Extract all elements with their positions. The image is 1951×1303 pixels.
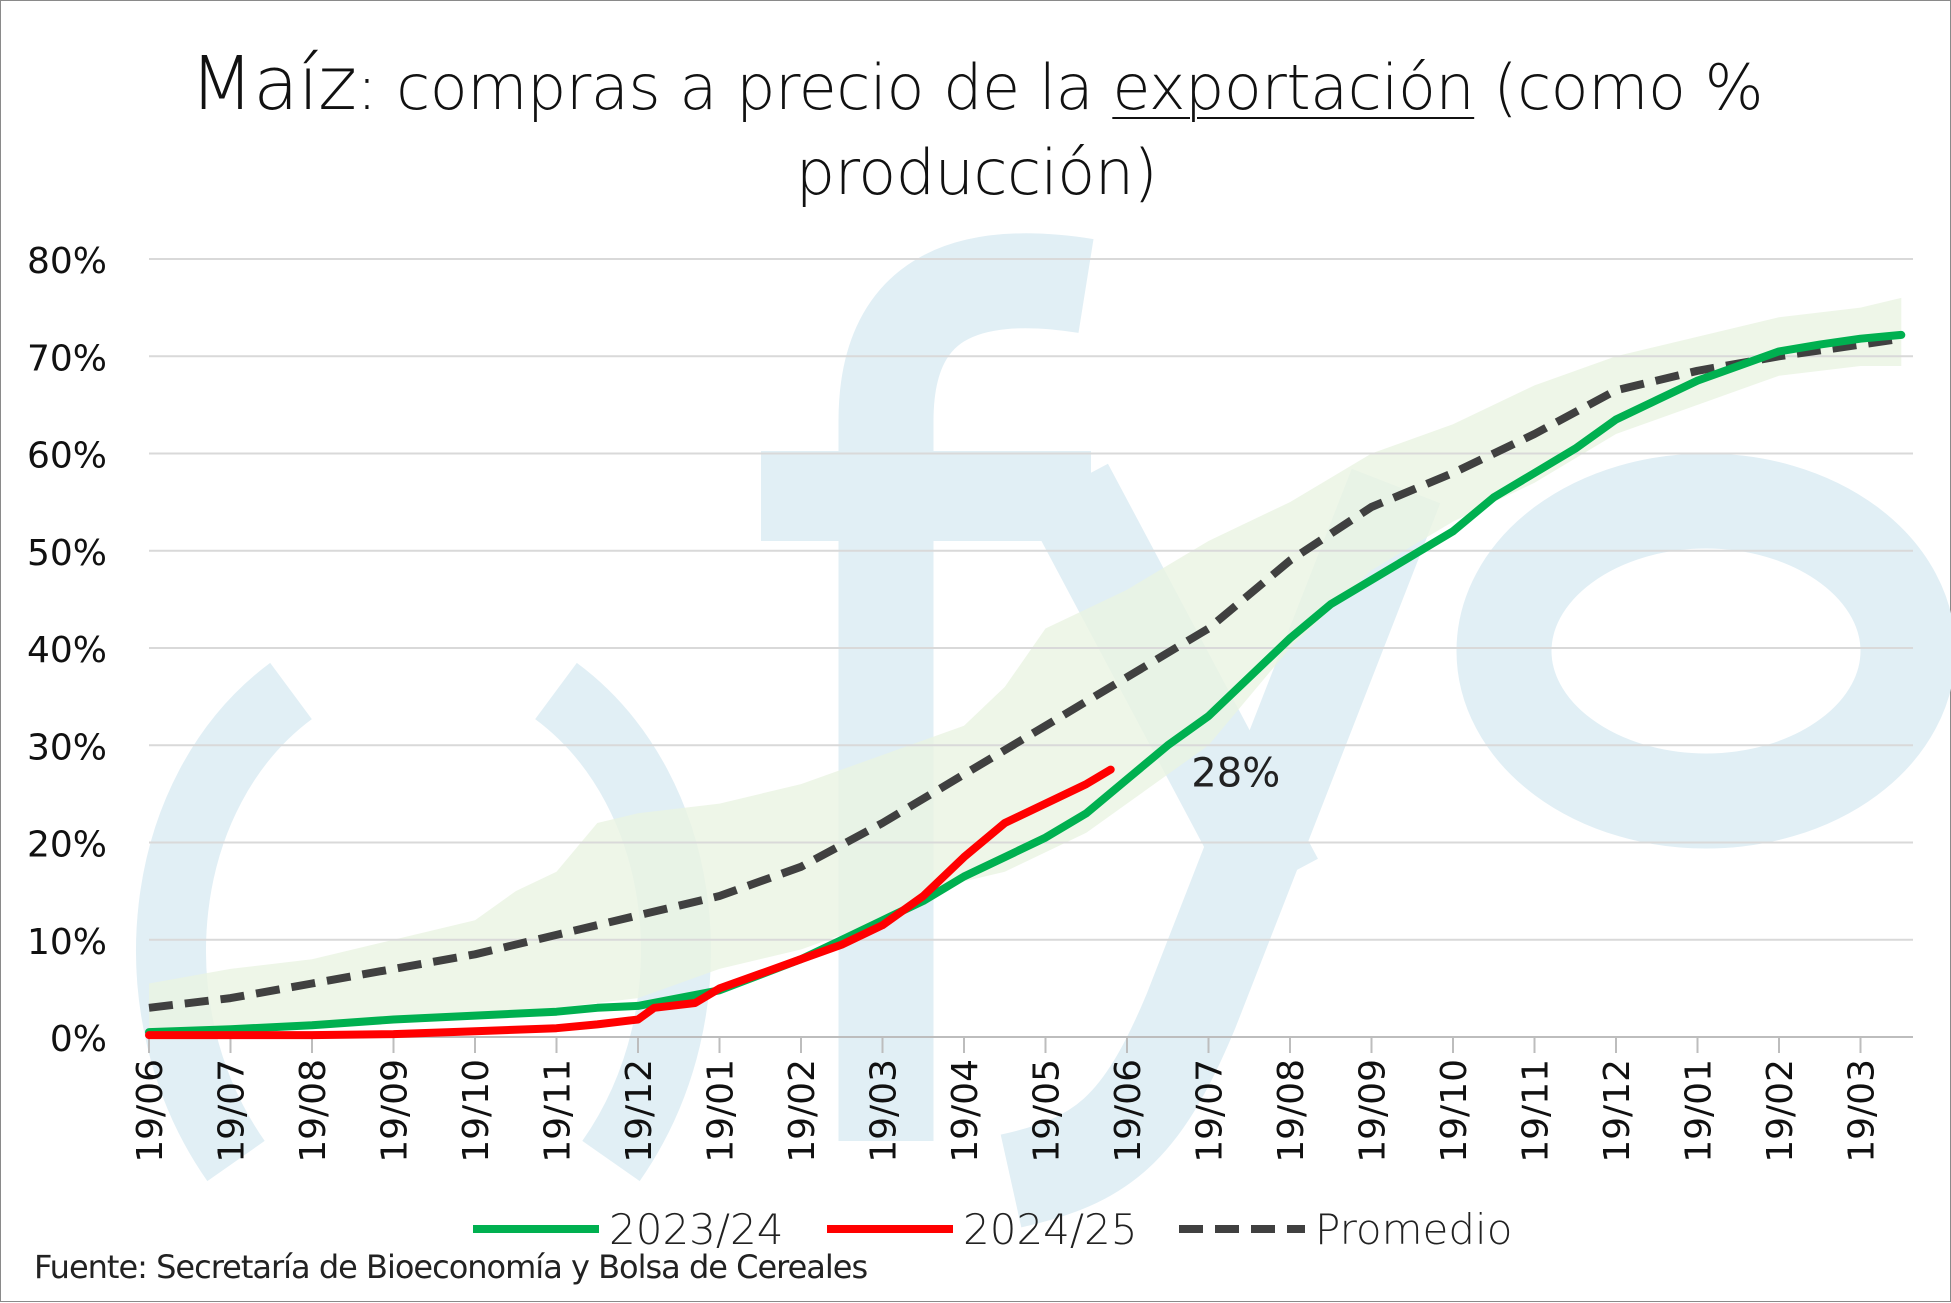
title-part3: (como %	[1474, 51, 1764, 124]
title-part2: : compras a precio de la	[356, 51, 1113, 124]
x-tick-label: 19/08	[293, 1059, 334, 1163]
x-tick-label: 19/12	[619, 1059, 660, 1163]
x-tick-label: 19/11	[1516, 1059, 1557, 1163]
legend-swatch-promedio	[1179, 1225, 1305, 1233]
band-area	[149, 297, 1902, 1037]
x-tick-label: 19/09	[375, 1059, 416, 1163]
x-tick-label: 19/07	[212, 1059, 253, 1163]
x-tick-label: 19/09	[1353, 1059, 1394, 1163]
annotation-label: 28%	[1191, 750, 1280, 796]
series-lines	[145, 330, 1906, 1040]
series-line-2023-24	[145, 330, 1906, 1037]
y-tick-label: 20%	[27, 825, 107, 866]
watermark-o	[1456, 453, 1951, 849]
x-axis: 19/06 19/07 19/08 19/09 19/10 19/11 19/12 19/01…	[130, 1037, 1883, 1163]
y-tick-label: 80%	[27, 241, 107, 282]
x-tick-label: 19/01	[701, 1059, 742, 1163]
source-note: Fuente: Secretaría de Bioeconomía y Bols…	[34, 1248, 868, 1286]
range-band	[149, 297, 1902, 1037]
x-tick-label: 19/03	[1842, 1059, 1883, 1163]
x-tick-label: 19/02	[1760, 1059, 1801, 1163]
watermark-f-stem	[838, 233, 1094, 1141]
legend-label-promedio: Promedio	[1315, 1204, 1513, 1254]
series-line-promedio	[148, 334, 1902, 1012]
legend-item-2024-25: 2024/25	[827, 1199, 1137, 1259]
x-tick-label: 19/02	[782, 1059, 823, 1163]
y-tick-label: 60%	[27, 436, 107, 477]
x-tick-label: 19/04	[945, 1059, 986, 1163]
x-tick-label: 19/01	[1679, 1059, 1720, 1163]
x-tick-label: 19/07	[1190, 1059, 1231, 1163]
series-line-2024-25	[145, 765, 1115, 1040]
legend-swatch-2024-25	[827, 1225, 953, 1233]
x-tick-label: 19/06	[130, 1059, 171, 1163]
x-tick-label: 19/05	[1027, 1059, 1068, 1163]
y-axis: 0% 10% 20% 30% 40% 50% 60% 70% 80%	[27, 241, 107, 1060]
x-tick-label: 19/08	[1271, 1059, 1312, 1163]
x-tick-label: 19/12	[1597, 1059, 1638, 1163]
title-word-maiz: Maíz	[189, 41, 357, 127]
y-tick-label: 50%	[27, 533, 107, 574]
x-tick-label: 19/03	[864, 1059, 905, 1163]
y-tick-label: 10%	[27, 922, 107, 963]
legend-swatch-2023-24	[473, 1225, 599, 1233]
legend-item-2023-24: 2023/24	[473, 1199, 783, 1259]
watermark-left-paren	[136, 662, 313, 1182]
x-tick-label: 19/06	[1108, 1059, 1149, 1163]
legend-label-2024-25: 2024/25	[963, 1204, 1138, 1254]
y-tick-label: 30%	[27, 727, 107, 768]
title-underlined-word: exportación	[1112, 51, 1475, 124]
chart-title-line1: Maíz: compras a precio de la exportación…	[1, 41, 1951, 127]
y-tick-label: 40%	[27, 630, 107, 671]
legend: 2023/24 2024/25 Promedio	[1, 1199, 1951, 1259]
x-tick-label: 19/10	[456, 1059, 497, 1163]
legend-item-promedio: Promedio	[1179, 1199, 1512, 1259]
x-tick-label: 19/11	[538, 1059, 579, 1163]
y-tick-label: 0%	[50, 1019, 107, 1060]
x-tick-label: 19/10	[1434, 1059, 1475, 1163]
chart-title-line2: producción)	[795, 136, 1158, 209]
y-tick-label: 70%	[27, 338, 107, 379]
legend-label-2023-24: 2023/24	[609, 1204, 784, 1254]
